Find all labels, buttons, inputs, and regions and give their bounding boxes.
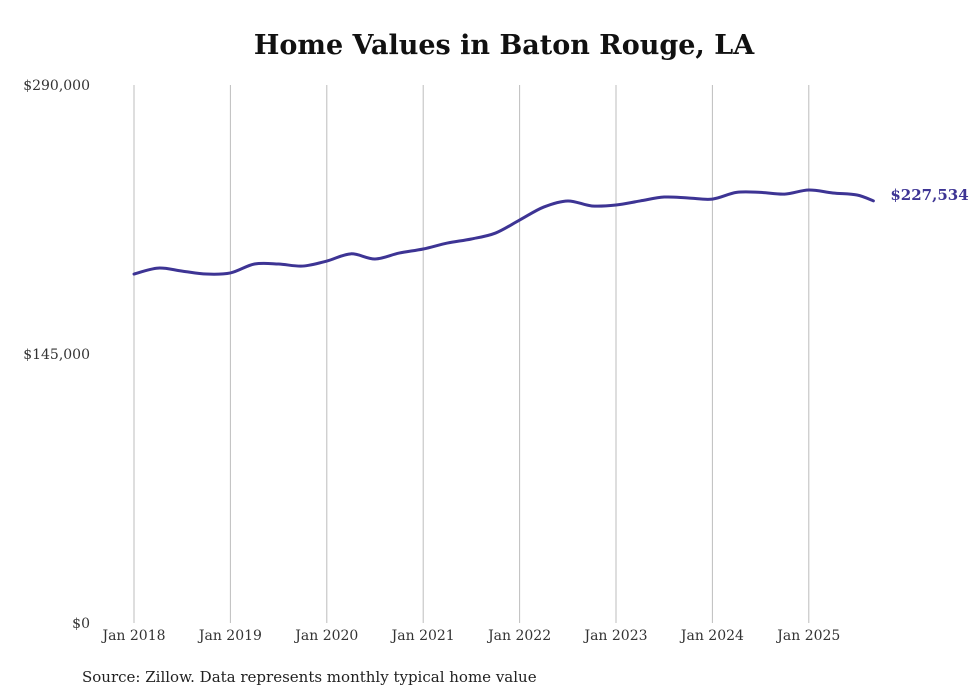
x-tick-label: Jan 2020 bbox=[293, 628, 358, 644]
y-tick-label: $290,000 bbox=[23, 78, 90, 94]
x-tick-label: Jan 2024 bbox=[679, 628, 744, 644]
x-tick-label: Jan 2025 bbox=[775, 628, 840, 644]
x-tick-label: Jan 2021 bbox=[390, 628, 455, 644]
series-line bbox=[132, 188, 875, 276]
source-note: Source: Zillow. Data represents monthly … bbox=[82, 668, 537, 686]
y-tick-label: $145,000 bbox=[23, 347, 90, 363]
chart-title: Home Values in Baton Rouge, LA bbox=[253, 30, 755, 61]
y-tick-label: $0 bbox=[72, 616, 90, 632]
x-tick-label: Jan 2019 bbox=[197, 628, 262, 644]
x-tick-label: Jan 2022 bbox=[486, 628, 551, 644]
x-tick-label: Jan 2023 bbox=[582, 628, 647, 644]
x-tick-label: Jan 2018 bbox=[100, 628, 165, 644]
end-value-label: $227,534 bbox=[890, 186, 968, 204]
